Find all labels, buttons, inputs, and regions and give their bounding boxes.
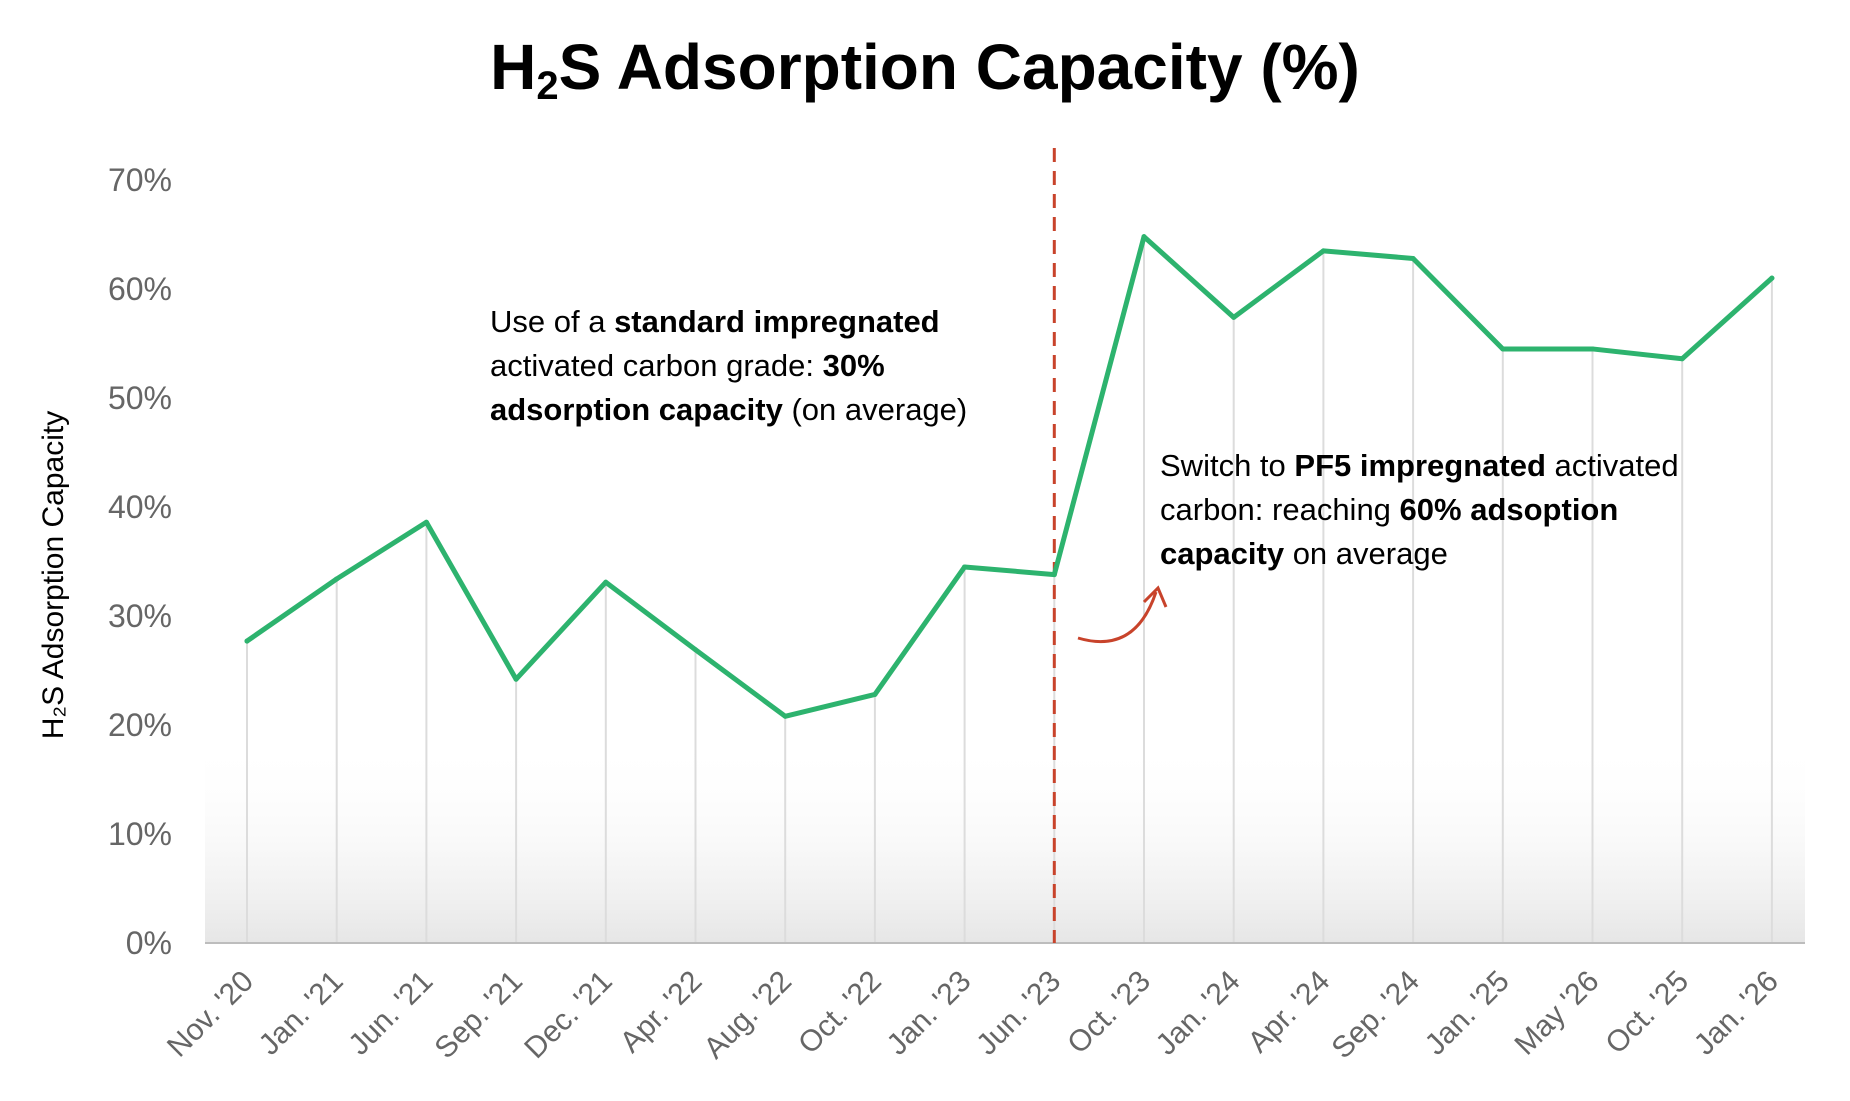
x-tick-label: Oct. '23: [1061, 965, 1157, 1061]
y-tick-label: 30%: [108, 598, 172, 634]
ann-right-text-1: Switch to: [1160, 448, 1295, 483]
x-tick-label: Nov. '20: [161, 965, 260, 1064]
y-tick-label: 70%: [108, 162, 172, 198]
y-tick-label: 40%: [108, 489, 172, 525]
title-rest: S Adsorption Capacity (%): [558, 31, 1360, 103]
title-subscript: 2: [536, 64, 559, 108]
y-tick-label: 50%: [108, 380, 172, 416]
y-axis-label: H₂S Adsorption Capacity: [37, 410, 70, 740]
ann-left-bold-3: adsorption capacity: [490, 392, 783, 427]
data-point: [1679, 356, 1685, 362]
data-point: [244, 638, 250, 644]
y-tick-label: 10%: [108, 816, 172, 852]
x-tick-label: May '26: [1508, 965, 1605, 1062]
data-point: [1051, 572, 1057, 578]
x-tick-label: Jan. '21: [253, 965, 350, 1062]
x-tick-label: Jan. '23: [881, 965, 978, 1062]
x-tick-label: Oct. '22: [792, 965, 888, 1061]
curved-arrow-icon: [1077, 591, 1158, 644]
data-point: [1231, 314, 1237, 320]
x-tick-label: Jun. '23: [970, 965, 1067, 1062]
ann-right-bold-2: 60% adsoption: [1399, 492, 1619, 527]
title-h: H: [490, 31, 537, 103]
data-point: [693, 647, 698, 653]
data-point: [782, 713, 788, 719]
x-tick-label: Dec. '21: [518, 965, 618, 1065]
data-point: [1769, 275, 1775, 281]
data-point: [1320, 248, 1326, 254]
chart-title: H2S Adsorption Capacity (%): [0, 30, 1850, 109]
ann-right-text-4: on average: [1284, 536, 1448, 571]
data-point: [1590, 346, 1595, 352]
ann-right-text-2: activated: [1545, 448, 1679, 483]
x-tick-label: Jan. '26: [1688, 965, 1785, 1062]
data-point: [423, 519, 429, 525]
x-tick-label: Aug. '22: [698, 965, 799, 1066]
ann-left-bold-1: standard impregnated: [614, 304, 940, 339]
x-tick-label: Oct. '25: [1599, 965, 1695, 1061]
data-point: [1141, 234, 1147, 240]
data-point: [1500, 346, 1506, 352]
ann-right-bold-3: capacity: [1160, 536, 1285, 571]
ann-left-bold-2: 30%: [822, 348, 885, 383]
x-tick-label: Apr. '24: [1242, 965, 1337, 1060]
x-tick-label: Jan. '24: [1150, 965, 1247, 1062]
y-tick-label: 60%: [108, 271, 172, 307]
data-point: [334, 576, 340, 582]
ann-right-text-3: carbon: reaching: [1160, 492, 1400, 527]
ann-right-bold-1: PF5 impregnated: [1294, 448, 1546, 483]
data-point: [962, 564, 968, 570]
x-tick-label: Sep. '21: [429, 965, 530, 1066]
x-tick-label: Jan. '25: [1419, 965, 1516, 1062]
x-tick-label: Apr. '22: [614, 965, 709, 1060]
series-line: [244, 234, 1775, 719]
data-points: [244, 234, 1775, 719]
x-tick-label: Sep. '24: [1326, 965, 1427, 1066]
ann-left-text-3: (on average): [782, 392, 968, 427]
annotation-pf5-carbon: Switch to PF5 impregnated activated carb…: [1160, 444, 1720, 576]
y-tick-label: 20%: [108, 707, 172, 743]
ann-left-text-2: activated carbon grade:: [490, 348, 823, 383]
y-axis-ticks: 0% 10% 20% 30% 40% 50% 60% 70%: [108, 162, 172, 961]
data-point: [1410, 255, 1416, 261]
data-point: [513, 676, 519, 682]
plot-background-gradient: [205, 740, 1805, 943]
ann-left-text-1: Use of a: [490, 304, 615, 339]
arrow-head-icon: [1142, 585, 1168, 608]
y-tick-label: 0%: [126, 925, 172, 961]
annotation-standard-carbon: Use of a standard impregnated activated …: [490, 300, 1010, 432]
data-point: [872, 691, 878, 697]
x-tick-label: Jun. '21: [342, 965, 439, 1062]
data-point: [603, 579, 609, 585]
